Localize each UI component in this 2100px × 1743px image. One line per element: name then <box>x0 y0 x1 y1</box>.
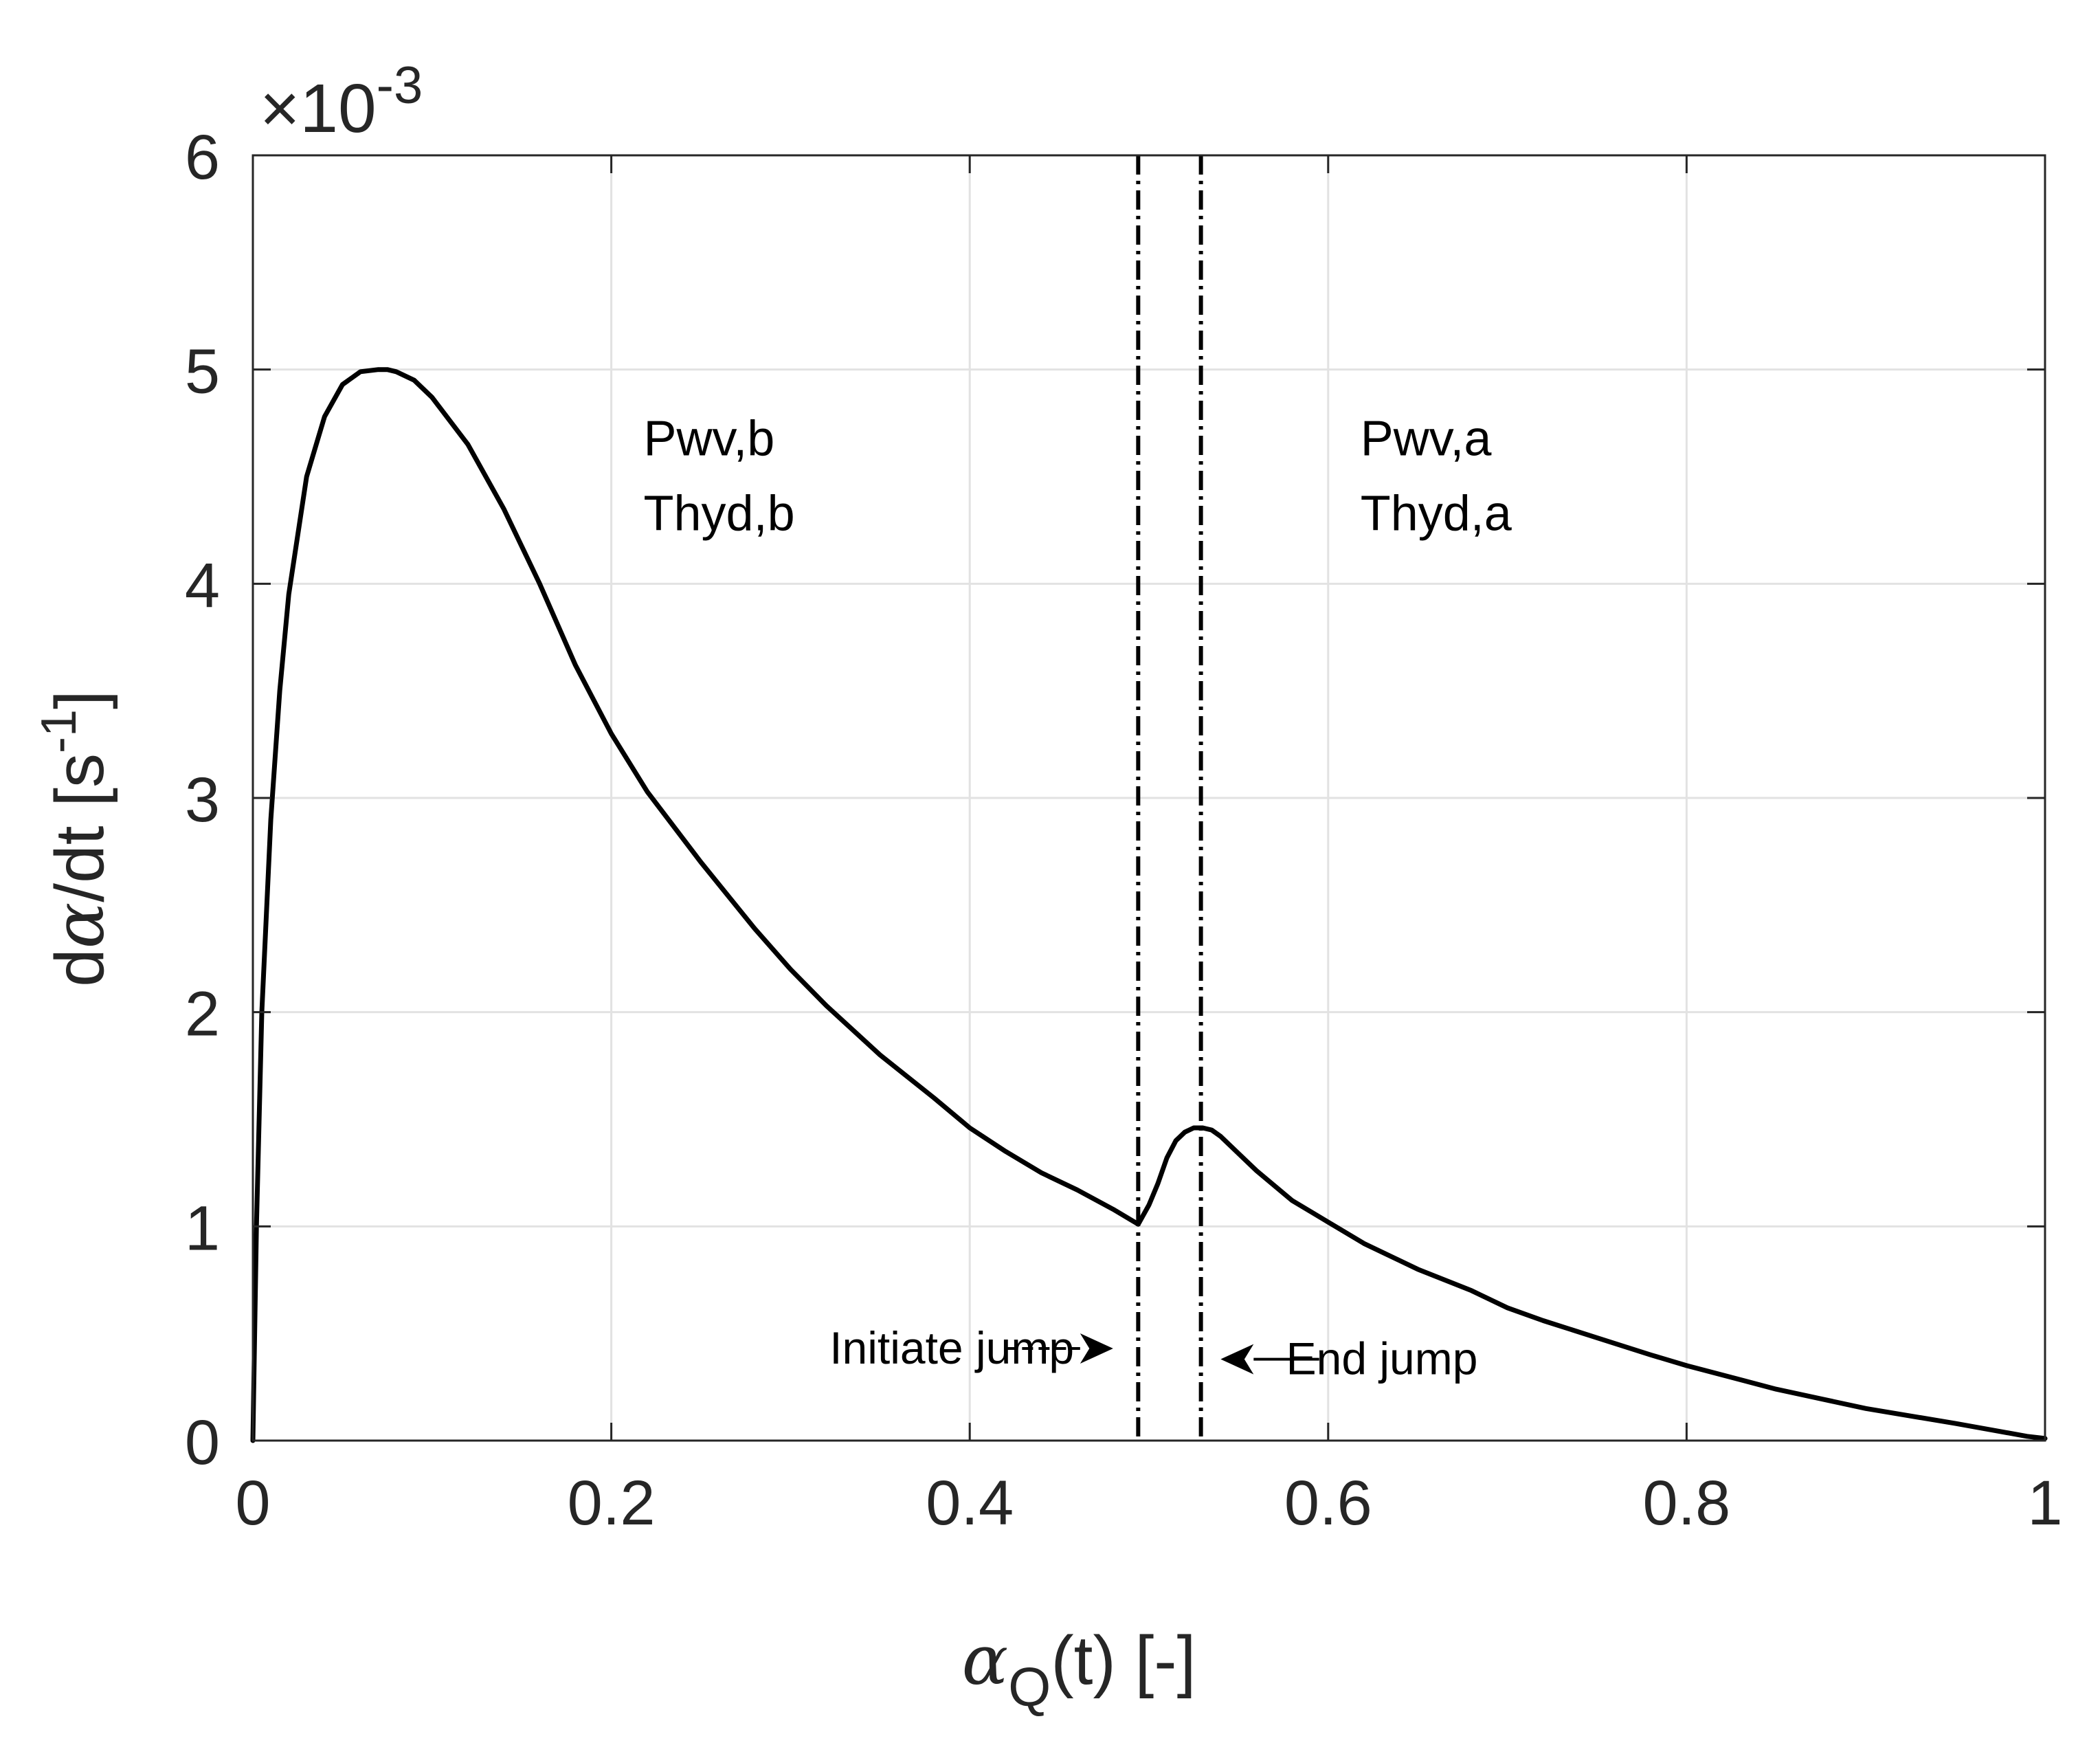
grid <box>253 155 2045 1441</box>
initiate-jump-label: Initiate jump <box>829 1322 1074 1373</box>
x-tick-label: 0.6 <box>1284 1468 1372 1538</box>
x-tick-label: 0.8 <box>1642 1468 1730 1538</box>
x-axis-label: αQ(t) [-] <box>962 1620 1196 1718</box>
y-tick-label: 0 <box>185 1408 220 1478</box>
region-label-after: Thyd,a <box>1361 486 1512 541</box>
region-label-after: Pwv,a <box>1361 411 1493 466</box>
y-tick-label: 2 <box>185 979 220 1050</box>
y-tick-label: 6 <box>185 122 220 192</box>
y-tick-label: 1 <box>185 1193 220 1263</box>
y-axis-label: dα/dt [s-1] <box>32 690 120 987</box>
initiate-jump-arrow-head <box>1080 1333 1113 1364</box>
region-labels: Pwv,b Thyd,b Pwv,a Thyd,a <box>644 411 1512 541</box>
y-multiplier: ×10-3 <box>260 56 423 147</box>
x-tick-label: 1 <box>2027 1468 2062 1538</box>
annotations: Initiate jump End jump <box>829 1322 1477 1384</box>
x-tick-label: 0 <box>235 1468 270 1538</box>
y-tick-label: 5 <box>185 337 220 407</box>
region-label-before: Thyd,b <box>644 486 795 541</box>
y-tick-label: 4 <box>185 551 220 621</box>
x-tick-labels: 0 0.2 0.4 0.6 0.8 1 <box>235 1468 2062 1538</box>
series-line <box>250 367 2048 1443</box>
region-label-before: Pwv,b <box>644 411 775 466</box>
x-tick-label: 0.4 <box>926 1468 1014 1538</box>
y-tick-labels: 0 1 2 3 4 5 6 <box>185 122 220 1478</box>
y-tick-label: 3 <box>185 765 220 835</box>
vertical-markers <box>1136 155 1203 1441</box>
x-tick-label: 0.2 <box>568 1468 656 1538</box>
tick-marks <box>252 154 2046 1442</box>
end-jump-arrow-head <box>1220 1344 1254 1375</box>
